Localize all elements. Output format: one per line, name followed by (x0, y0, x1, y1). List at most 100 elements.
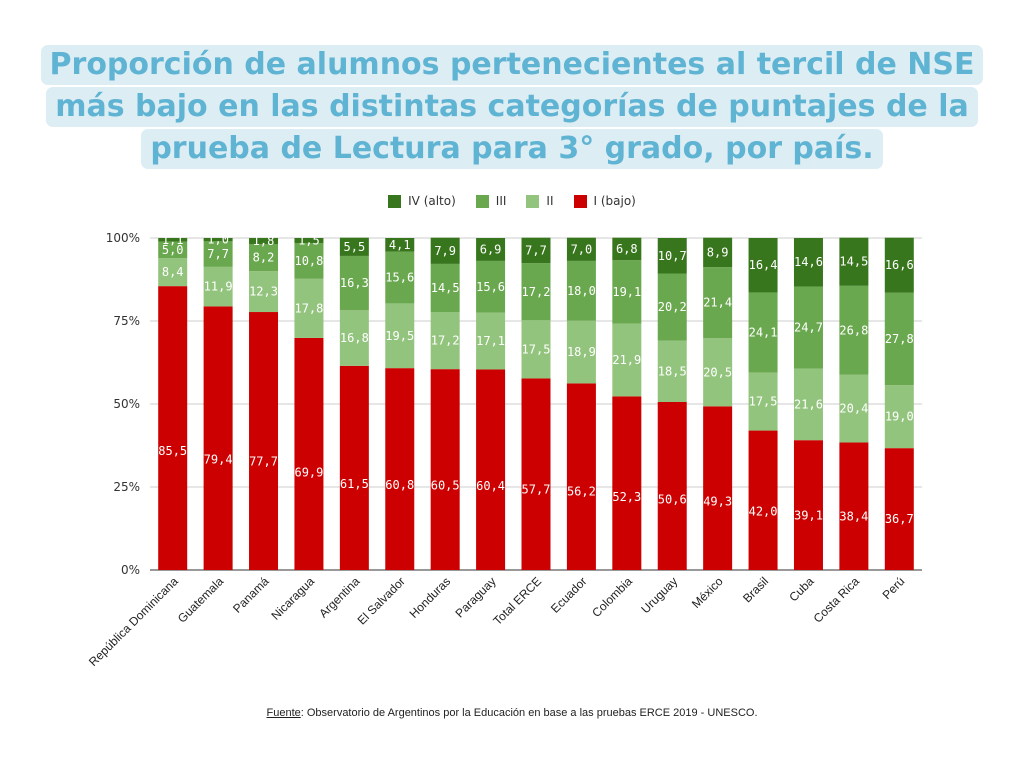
bar-segment (748, 372, 778, 431)
data-label: 16,8 (340, 331, 369, 345)
bar-segment (703, 406, 733, 570)
x-tick-label: Nicaragua (268, 574, 317, 623)
legend-label-i: I (bajo) (593, 194, 636, 208)
bar-segment (657, 340, 687, 403)
bar-segment (703, 237, 733, 268)
data-label: 85,5 (158, 444, 187, 458)
bar-segment (657, 273, 687, 341)
data-label: 11,9 (204, 280, 233, 294)
data-label: 8,4 (162, 265, 184, 279)
data-label: 19,1 (612, 285, 641, 299)
data-label: 49,3 (703, 494, 732, 508)
bar-segment (430, 312, 460, 370)
bar-segment (521, 237, 551, 264)
data-label: 56,2 (567, 485, 596, 499)
data-label: 14,5 (431, 281, 460, 295)
legend-item-ii: II (526, 194, 554, 208)
data-label: 26,8 (839, 323, 868, 337)
bar-segment (703, 267, 733, 339)
data-label: 15,6 (476, 280, 505, 294)
legend-swatch-ii (526, 194, 540, 208)
bar-segment (203, 266, 233, 307)
bar-segment (612, 323, 642, 397)
data-label: 17,2 (522, 285, 551, 299)
y-tick-label: 50% (113, 397, 140, 411)
data-label: 21,4 (703, 296, 732, 310)
data-label: 1,5 (298, 233, 320, 247)
legend-swatch-iv (388, 194, 402, 208)
data-label: 5,5 (344, 240, 366, 254)
bar-segment (748, 238, 778, 293)
bar-segment (158, 241, 188, 259)
legend-label-iv: IV (alto) (408, 194, 456, 208)
data-label: 16,4 (749, 258, 778, 272)
bar-segment (249, 243, 279, 272)
x-tick-label: Cuba (786, 574, 816, 604)
legend-swatch-i (573, 194, 587, 208)
x-tick-label: Perú (880, 574, 908, 602)
data-label: 18,0 (567, 284, 596, 298)
data-label: 17,8 (294, 301, 323, 315)
data-label: 6,8 (616, 242, 638, 256)
data-label: 14,6 (794, 255, 823, 269)
data-label: 7,7 (207, 247, 229, 261)
bar-segment (476, 312, 506, 370)
data-label: 69,9 (294, 466, 323, 480)
title-line-3: prueba de Lectura para 3° grado, por paí… (141, 129, 883, 169)
bar-segment (657, 402, 687, 570)
x-tick-label: Colombia (589, 574, 635, 620)
data-label: 24,1 (749, 325, 778, 339)
data-label: 17,1 (476, 334, 505, 348)
data-label: 1,0 (207, 233, 229, 247)
bar-segment (793, 238, 823, 287)
chart-legend: IV (alto) III II I (bajo) (0, 194, 1024, 208)
x-tick-label: Paraguay (452, 574, 498, 620)
bar-segment (249, 312, 279, 570)
bar-segment (430, 237, 460, 264)
bar-segment (884, 385, 914, 449)
x-tick-label: Guatemala (175, 574, 227, 626)
bar-segment (158, 258, 188, 287)
bar-segment (158, 238, 188, 242)
bar-segment (839, 285, 869, 375)
data-label: 8,9 (707, 245, 729, 259)
data-label: 38,4 (839, 509, 868, 523)
bar-segment (839, 374, 869, 443)
bar-segment (294, 242, 324, 279)
bar-segment (249, 271, 279, 313)
data-label: 18,5 (658, 364, 687, 378)
bar-segment (249, 238, 279, 244)
bar-segment (521, 320, 551, 379)
data-label: 42,0 (749, 504, 778, 518)
bar-segment (612, 396, 642, 570)
bar-segment (612, 260, 642, 324)
bar-segment (339, 310, 369, 366)
x-tick-label: Honduras (407, 574, 454, 621)
data-label: 4,1 (389, 238, 411, 252)
bar-segment (839, 442, 869, 570)
y-tick-label: 25% (113, 480, 140, 494)
bar-segment (703, 338, 733, 407)
bar-segment (521, 378, 551, 570)
data-label: 60,8 (385, 478, 414, 492)
data-label: 14,5 (839, 255, 868, 269)
data-label: 17,2 (431, 334, 460, 348)
data-label: 24,7 (794, 320, 823, 334)
legend-item-i: I (bajo) (573, 194, 636, 208)
data-label: 21,6 (794, 397, 823, 411)
bar-segment (430, 369, 460, 570)
bar-segment (385, 251, 415, 304)
bar-segment (748, 292, 778, 373)
bar-segment (884, 448, 914, 570)
bar-segment (203, 238, 233, 242)
bar-segment (839, 237, 869, 286)
data-label: 10,8 (294, 254, 323, 268)
x-tick-label: Total ERCE (490, 574, 544, 628)
data-label: 79,4 (204, 452, 233, 466)
y-tick-label: 75% (113, 314, 140, 328)
bar-segment (566, 320, 596, 384)
bar-segment (657, 238, 687, 274)
chart-title: Proporción de alumnos pertenecientes al … (0, 44, 1024, 170)
data-label: 17,5 (749, 395, 778, 409)
